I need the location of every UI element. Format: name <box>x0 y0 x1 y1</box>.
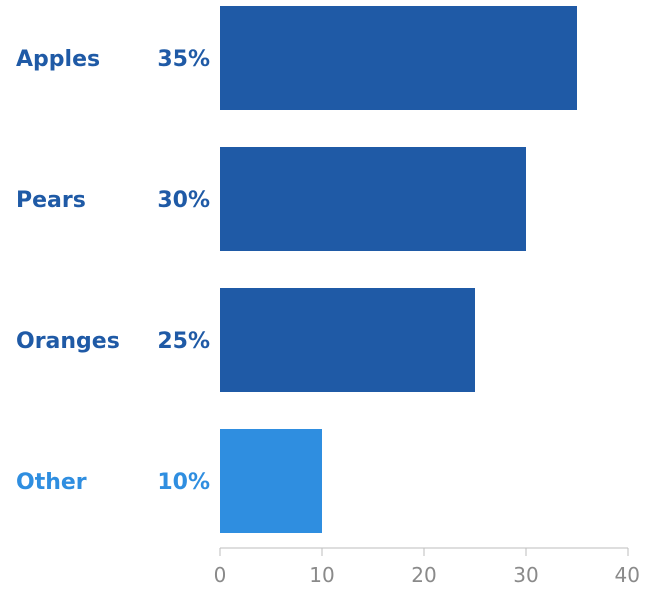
value-label-oranges: 25% <box>157 329 210 354</box>
x-tick-label-0: 0 <box>214 563 227 587</box>
bar-apples <box>220 6 577 110</box>
value-label-pears: 30% <box>157 188 210 213</box>
category-label-oranges: Oranges <box>16 329 120 354</box>
x-tick-label-30: 30 <box>513 563 538 587</box>
bar-oranges <box>220 288 475 392</box>
category-label-other: Other <box>16 470 87 495</box>
category-label-pears: Pears <box>16 188 86 213</box>
value-label-apples: 35% <box>157 47 210 72</box>
category-label-apples: Apples <box>16 47 100 72</box>
category-labels-group: Apples 35% Pears 30% Oranges 25% Other 10% <box>16 47 210 495</box>
value-label-other: 10% <box>157 470 210 495</box>
bars-group <box>220 6 577 533</box>
x-axis: 0 10 20 30 40 <box>214 547 640 587</box>
bar-other <box>220 429 322 533</box>
bar-pears <box>220 147 526 251</box>
x-tick-label-20: 20 <box>411 563 436 587</box>
x-tick-label-10: 10 <box>309 563 334 587</box>
x-tick-label-40: 40 <box>615 563 640 587</box>
